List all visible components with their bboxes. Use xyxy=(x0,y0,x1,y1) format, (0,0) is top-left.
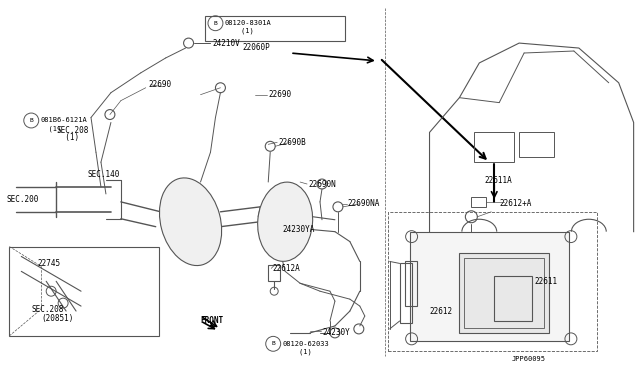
Text: 22690: 22690 xyxy=(268,90,291,99)
Text: 22611A: 22611A xyxy=(484,176,512,185)
Bar xyxy=(460,253,549,333)
Bar xyxy=(388,212,596,351)
Text: 22690B: 22690B xyxy=(278,138,306,147)
Text: 24230Y: 24230Y xyxy=(322,328,349,337)
Text: 22060P: 22060P xyxy=(243,42,270,52)
Text: 22690NA: 22690NA xyxy=(348,199,380,208)
Text: 081B6-6121A: 081B6-6121A xyxy=(40,118,87,124)
Text: SEC.200: SEC.200 xyxy=(6,195,39,204)
Bar xyxy=(471,197,486,207)
Ellipse shape xyxy=(159,178,221,266)
Text: 08120-8301A: 08120-8301A xyxy=(225,20,271,26)
Text: 24210V: 24210V xyxy=(212,39,240,48)
Bar xyxy=(404,262,417,306)
Bar xyxy=(268,265,280,281)
Ellipse shape xyxy=(258,182,313,262)
Text: SEC.140: SEC.140 xyxy=(87,170,120,179)
Text: B: B xyxy=(271,341,275,346)
Text: 22612A: 22612A xyxy=(272,264,300,273)
Text: (20851): (20851) xyxy=(41,314,74,324)
Bar xyxy=(399,263,412,323)
Bar xyxy=(465,259,544,328)
Text: 22612+A: 22612+A xyxy=(499,199,532,208)
Text: 24230YA: 24230YA xyxy=(282,225,314,234)
Bar xyxy=(474,132,514,162)
Text: B: B xyxy=(29,118,33,123)
Text: 22612: 22612 xyxy=(429,307,452,315)
Text: (1): (1) xyxy=(282,349,312,355)
Text: SEC.208: SEC.208 xyxy=(31,305,63,314)
Bar xyxy=(10,247,159,336)
Text: (1): (1) xyxy=(40,125,61,132)
Bar xyxy=(410,232,569,341)
Bar xyxy=(494,276,532,321)
Text: 22690N: 22690N xyxy=(308,180,336,189)
Bar xyxy=(205,16,345,41)
Text: SEC.208: SEC.208 xyxy=(56,126,88,135)
Text: B: B xyxy=(214,21,218,26)
Text: (1): (1) xyxy=(56,133,79,142)
Text: (1): (1) xyxy=(225,28,254,35)
Text: 22690: 22690 xyxy=(148,80,172,89)
Text: FRONT: FRONT xyxy=(200,317,223,326)
Bar xyxy=(519,132,554,157)
Text: 22611: 22611 xyxy=(534,277,557,286)
Text: JPP60095: JPP60095 xyxy=(511,356,545,362)
Text: 22745: 22745 xyxy=(37,259,60,268)
Text: 08120-62033: 08120-62033 xyxy=(282,341,329,347)
